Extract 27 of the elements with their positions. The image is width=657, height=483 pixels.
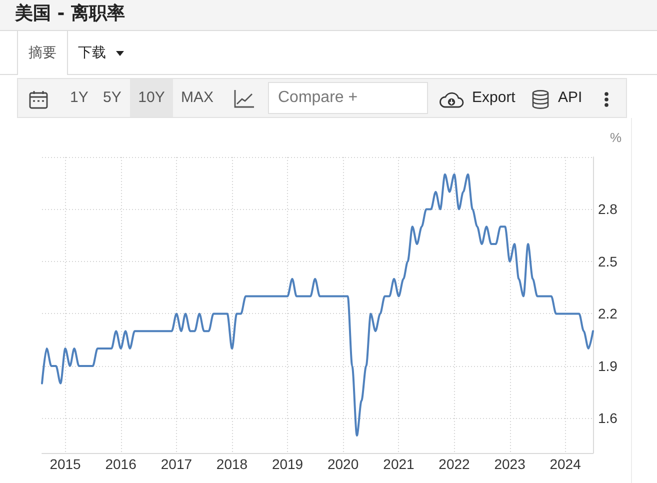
text: 5Y — [103, 88, 122, 108]
x-tick-label: 2023 — [494, 456, 526, 472]
x-tick-label: 2024 — [550, 456, 582, 472]
text: MAX — [181, 88, 214, 108]
y-tick-label: 2.5 — [598, 253, 618, 270]
y-axis-title: % — [610, 130, 622, 145]
text: 下载 — [78, 44, 106, 63]
x-tick-label: 2016 — [105, 456, 137, 472]
text: Export — [472, 88, 516, 108]
line-series — [41, 173, 594, 437]
text: 摘要 — [17, 31, 68, 75]
text: 10Y — [130, 79, 173, 117]
text: API — [558, 88, 582, 108]
y-tick-label: 1.9 — [598, 358, 618, 374]
y-tick-label: 2.8 — [598, 201, 618, 218]
y-tick-label: 2.2 — [598, 306, 618, 322]
x-tick-label: 2020 — [327, 456, 359, 472]
x-tick-label: 2015 — [50, 456, 82, 472]
text: Compare + — [278, 88, 358, 108]
x-tick-label: 2018 — [216, 456, 248, 472]
x-tick-label: 2019 — [272, 456, 304, 472]
chart-title: 美国 - 离职率 — [15, 3, 126, 25]
text: 1Y — [70, 88, 88, 108]
y-tick-label: 1.6 — [598, 410, 618, 426]
x-tick-label: 2022 — [438, 456, 470, 472]
x-tick-label: 2017 — [160, 456, 192, 472]
x-tick-label: 2021 — [383, 456, 415, 472]
